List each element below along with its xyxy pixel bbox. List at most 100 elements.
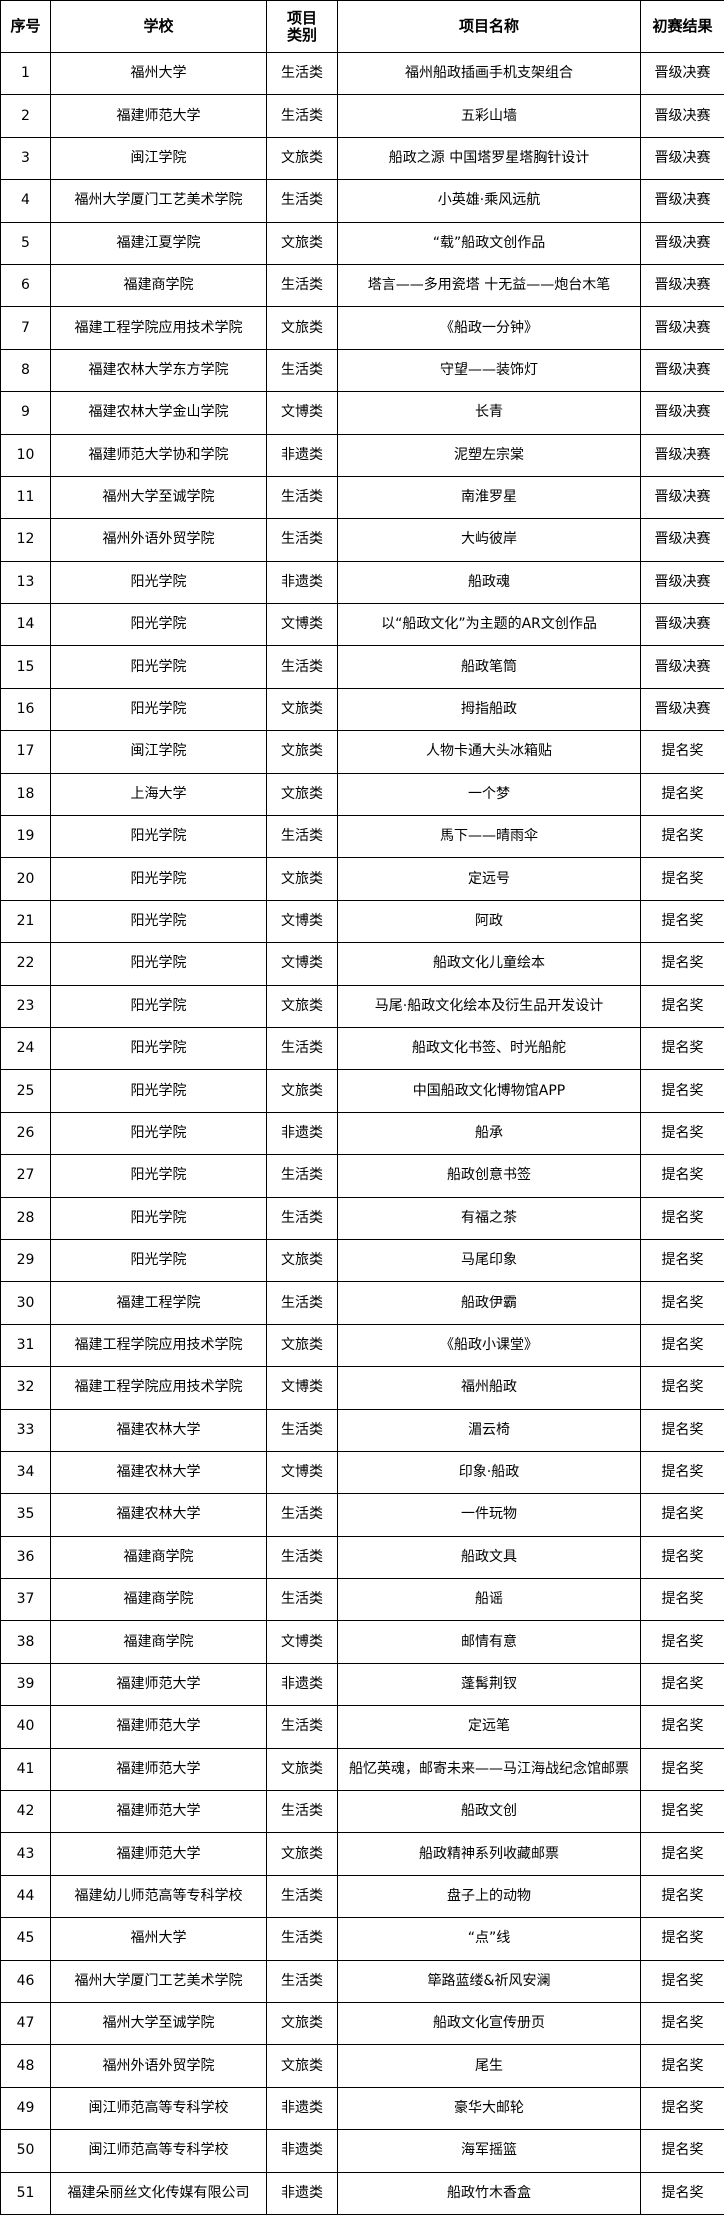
cell-school: 福建商学院	[50, 1578, 267, 1622]
cell-school: 阳光学院	[50, 1069, 267, 1113]
table-row: 36 福建商学院 生活类 船政文具 提名奖	[0, 1535, 724, 1580]
cell-project-name: 一件玩物	[337, 1493, 641, 1537]
table-row: 21 阳光学院 文博类 阿政 提名奖	[0, 899, 724, 944]
cell-result: 提名奖	[640, 1790, 724, 1834]
table-row: 25 阳光学院 文旅类 中国船政文化博物馆APP 提名奖	[0, 1069, 724, 1113]
table-row: 24 阳光学院 生活类 船政文化书签、时光船舵 提名奖	[0, 1026, 724, 1071]
cell-project-name: 船政魂	[337, 560, 641, 605]
cell-index: 27	[0, 1154, 51, 1198]
cell-index: 9	[0, 391, 51, 435]
table-row: 18 上海大学 文旅类 一个梦 提名奖	[0, 772, 724, 817]
cell-result: 提名奖	[640, 1493, 724, 1537]
cell-category: 文旅类	[266, 221, 338, 265]
cell-result: 晋级决赛	[640, 560, 724, 605]
cell-index: 20	[0, 857, 51, 901]
cell-school: 福建师范大学	[50, 1832, 267, 1876]
cell-school: 阳光学院	[50, 815, 267, 859]
cell-school: 福建师范大学协和学院	[50, 433, 267, 477]
cell-index: 35	[0, 1493, 51, 1537]
cell-result: 提名奖	[640, 772, 724, 817]
cell-school: 福建江夏学院	[50, 221, 267, 265]
cell-school: 福州大学至诚学院	[50, 2001, 267, 2046]
cell-result: 提名奖	[640, 1747, 724, 1792]
cell-index: 39	[0, 1662, 51, 1707]
table-row: 29 阳光学院 文旅类 马尾印象 提名奖	[0, 1238, 724, 1283]
cell-result: 提名奖	[640, 1959, 724, 2003]
table-row: 28 阳光学院 生活类 有福之茶 提名奖	[0, 1196, 724, 1240]
cell-project-name: 马尾·船政文化绘本及衍生品开发设计	[337, 984, 641, 1028]
cell-index: 11	[0, 475, 51, 520]
table-row: 5 福建江夏学院 文旅类 “载”船政文创作品 晋级决赛	[0, 221, 724, 265]
cell-category: 生活类	[266, 1408, 338, 1452]
cell-index: 23	[0, 984, 51, 1028]
cell-school: 闽江师范高等专科学校	[50, 2129, 267, 2173]
cell-category: 文旅类	[266, 857, 338, 901]
cell-index: 44	[0, 1874, 51, 1919]
table-row: 23 阳光学院 文旅类 马尾·船政文化绘本及衍生品开发设计 提名奖	[0, 984, 724, 1028]
header-category-line2: 类别	[286, 25, 317, 44]
cell-school: 阳光学院	[50, 560, 267, 605]
cell-project-name: 塔言——多用瓷塔 十无益——炮台木笔	[337, 263, 641, 308]
cell-school: 阳光学院	[50, 942, 267, 986]
cell-result: 提名奖	[640, 1705, 724, 1749]
cell-result: 提名奖	[640, 1578, 724, 1622]
cell-project-name: 有福之茶	[337, 1196, 641, 1240]
cell-index: 21	[0, 899, 51, 944]
table-row: 27 阳光学院 生活类 船政创意书签 提名奖	[0, 1154, 724, 1198]
cell-project-name: 印象·船政	[337, 1450, 641, 1495]
table-row: 49 闽江师范高等专科学校 非遗类 豪华大邮轮 提名奖	[0, 2086, 724, 2131]
cell-category: 文博类	[266, 1366, 338, 1410]
cell-school: 福建商学院	[50, 1535, 267, 1580]
cell-project-name: 小英雄·乘风远航	[337, 179, 641, 223]
cell-index: 17	[0, 730, 51, 774]
cell-project-name: 南淮罗星	[337, 475, 641, 520]
table-row: 4 福州大学厦门工艺美术学院 生活类 小英雄·乘风远航 晋级决赛	[0, 179, 724, 223]
table-row: 6 福建商学院 生活类 塔言——多用瓷塔 十无益——炮台木笔 晋级决赛	[0, 263, 724, 308]
cell-school: 福建工程学院应用技术学院	[50, 306, 267, 350]
cell-result: 提名奖	[640, 1408, 724, 1452]
cell-project-name: 《船政小课堂》	[337, 1323, 641, 1368]
cell-project-name: 一个梦	[337, 772, 641, 817]
cell-category: 生活类	[266, 1874, 338, 1919]
header-row: 序号 学校 项目 类别 项目名称 初赛结果	[0, 0, 724, 53]
table-row: 31 福建工程学院应用技术学院 文旅类 《船政小课堂》 提名奖	[0, 1323, 724, 1368]
cell-result: 提名奖	[640, 942, 724, 986]
cell-category: 文旅类	[266, 772, 338, 817]
cell-result: 晋级决赛	[640, 263, 724, 308]
cell-index: 5	[0, 221, 51, 265]
cell-index: 43	[0, 1832, 51, 1876]
table-row: 20 阳光学院 文旅类 定远号 提名奖	[0, 857, 724, 901]
cell-index: 31	[0, 1323, 51, 1368]
cell-result: 提名奖	[640, 2086, 724, 2131]
cell-result: 提名奖	[640, 1238, 724, 1283]
cell-school: 闽江师范高等专科学校	[50, 2086, 267, 2131]
cell-category: 生活类	[266, 815, 338, 859]
table-row: 10 福建师范大学协和学院 非遗类 泥塑左宗棠 晋级决赛	[0, 433, 724, 477]
cell-result: 提名奖	[640, 1281, 724, 1325]
cell-category: 文博类	[266, 603, 338, 647]
cell-index: 30	[0, 1281, 51, 1325]
table-row: 39 福建师范大学 非遗类 蓬髯荆钗 提名奖	[0, 1662, 724, 1707]
cell-index: 38	[0, 1620, 51, 1664]
table-row: 30 福建工程学院 生活类 船政伊霸 提名奖	[0, 1281, 724, 1325]
cell-project-name: 蓬髯荆钗	[337, 1662, 641, 1707]
cell-result: 晋级决赛	[640, 94, 724, 138]
cell-index: 1	[0, 51, 51, 96]
cell-project-name: 定远笔	[337, 1705, 641, 1749]
cell-result: 提名奖	[640, 1450, 724, 1495]
cell-result: 晋级决赛	[640, 391, 724, 435]
cell-result: 提名奖	[640, 857, 724, 901]
cell-index: 12	[0, 518, 51, 562]
cell-project-name: 泥塑左宗棠	[337, 433, 641, 477]
cell-result: 提名奖	[640, 1620, 724, 1664]
cell-school: 福建师范大学	[50, 1790, 267, 1834]
cell-project-name: 人物卡通大头冰箱贴	[337, 730, 641, 774]
cell-category: 文旅类	[266, 306, 338, 350]
cell-school: 福州外语外贸学院	[50, 2044, 267, 2088]
cell-category: 文旅类	[266, 687, 338, 732]
table-row: 3 闽江学院 文旅类 船政之源 中国塔罗星塔胸针设计 晋级决赛	[0, 136, 724, 181]
cell-result: 提名奖	[640, 899, 724, 944]
cell-result: 提名奖	[640, 1366, 724, 1410]
table-row: 47 福州大学至诚学院 文旅类 船政文化宣传册页 提名奖	[0, 2001, 724, 2046]
cell-project-name: 船忆英魂，邮寄未来——马江海战纪念馆邮票	[337, 1747, 641, 1792]
